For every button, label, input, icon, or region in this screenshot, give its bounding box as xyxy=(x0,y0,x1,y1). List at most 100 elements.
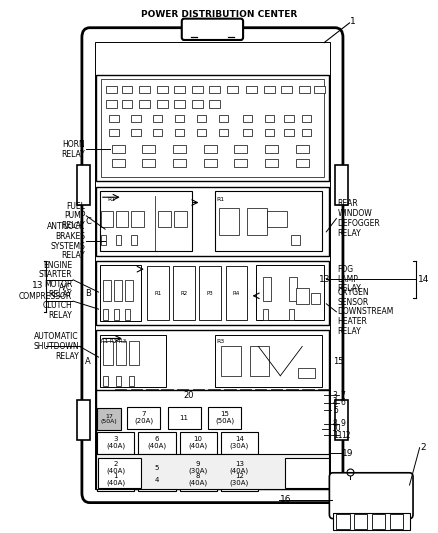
Bar xyxy=(146,414,158,421)
Bar xyxy=(100,265,141,321)
Text: 11: 11 xyxy=(180,415,189,421)
Bar xyxy=(158,211,171,227)
Bar xyxy=(271,389,282,395)
Bar xyxy=(271,414,282,421)
Bar xyxy=(302,422,314,428)
Bar xyxy=(142,158,155,166)
Text: HORN
RELAY: HORN RELAY xyxy=(62,140,85,159)
Text: 15
(50A): 15 (50A) xyxy=(215,411,234,424)
Bar xyxy=(131,404,142,410)
Bar xyxy=(286,389,298,395)
Bar xyxy=(286,404,298,410)
Bar xyxy=(97,469,134,491)
Bar xyxy=(318,397,329,403)
Text: 8: 8 xyxy=(333,419,338,428)
Bar xyxy=(96,394,107,440)
Text: 4: 4 xyxy=(155,477,159,483)
Bar xyxy=(97,468,106,475)
Bar xyxy=(193,414,204,421)
Bar xyxy=(265,158,278,166)
Bar xyxy=(318,404,329,410)
Text: 3
(40A): 3 (40A) xyxy=(106,437,125,449)
Bar xyxy=(390,514,403,529)
Bar xyxy=(131,414,142,421)
Bar xyxy=(291,235,300,245)
Bar xyxy=(161,404,173,410)
Bar xyxy=(161,422,173,428)
Bar xyxy=(106,86,117,93)
Bar xyxy=(224,422,236,428)
Bar xyxy=(101,79,324,177)
Text: 14
(30A): 14 (30A) xyxy=(230,437,249,449)
Bar xyxy=(77,400,90,440)
Bar xyxy=(129,376,134,386)
Bar xyxy=(302,128,311,135)
Text: FUEL
PUMP
RELAY: FUEL PUMP RELAY xyxy=(62,201,85,230)
Bar xyxy=(204,145,217,153)
Bar xyxy=(161,389,173,395)
Bar xyxy=(77,165,90,205)
Bar xyxy=(296,158,309,166)
Bar xyxy=(101,235,106,245)
Bar xyxy=(224,389,236,395)
Bar xyxy=(146,397,158,403)
Bar xyxy=(193,397,204,403)
Bar xyxy=(299,86,310,93)
Text: P3: P3 xyxy=(207,290,214,296)
Bar xyxy=(168,407,201,429)
Bar xyxy=(116,341,126,365)
Bar xyxy=(109,115,119,122)
Bar xyxy=(121,100,132,108)
Bar xyxy=(209,100,220,108)
Bar xyxy=(240,389,251,395)
Bar xyxy=(271,404,282,410)
Bar xyxy=(175,115,184,122)
Bar xyxy=(240,414,251,421)
Text: 5: 5 xyxy=(333,406,338,415)
Bar xyxy=(147,266,169,320)
Bar xyxy=(302,397,314,403)
Text: 20: 20 xyxy=(183,391,194,400)
Bar xyxy=(161,397,173,403)
Text: 7: 7 xyxy=(341,391,346,400)
Bar xyxy=(97,430,106,437)
Text: 7
(20A): 7 (20A) xyxy=(134,411,153,424)
Text: R2: R2 xyxy=(180,290,187,296)
Bar xyxy=(131,397,142,403)
Bar xyxy=(96,330,328,392)
Text: 2: 2 xyxy=(420,443,426,452)
Bar xyxy=(265,115,274,122)
Bar xyxy=(209,86,220,93)
Bar xyxy=(296,288,309,304)
Text: 15: 15 xyxy=(333,357,343,366)
Text: 10: 10 xyxy=(331,424,341,433)
Bar xyxy=(372,514,385,529)
Text: ANTILOCK
BRAKES
SYSTEMS
RELAY: ANTILOCK BRAKES SYSTEMS RELAY xyxy=(47,222,85,261)
Text: B: B xyxy=(85,289,91,297)
Bar xyxy=(234,158,247,166)
Bar xyxy=(219,128,228,135)
Bar xyxy=(208,404,220,410)
Bar xyxy=(289,309,294,320)
Bar xyxy=(247,208,267,235)
Bar xyxy=(138,457,176,479)
Bar xyxy=(219,208,239,235)
Text: 1: 1 xyxy=(350,17,356,26)
Bar xyxy=(139,86,150,93)
Text: 6
(40A): 6 (40A) xyxy=(148,437,166,449)
Bar xyxy=(129,341,139,365)
Bar xyxy=(240,404,251,410)
Bar xyxy=(177,389,188,395)
Bar xyxy=(215,335,322,387)
Bar xyxy=(284,128,294,135)
Text: A/C
COMPRESSOR
CLUTCH
RELAY: A/C COMPRESSOR CLUTCH RELAY xyxy=(19,282,72,320)
Bar xyxy=(298,368,315,378)
Bar xyxy=(138,432,176,454)
Bar xyxy=(161,414,173,421)
Bar xyxy=(153,115,162,122)
Bar xyxy=(115,422,126,428)
Bar xyxy=(265,128,274,135)
Bar xyxy=(101,211,113,227)
Bar xyxy=(208,407,241,429)
Bar xyxy=(302,414,314,421)
